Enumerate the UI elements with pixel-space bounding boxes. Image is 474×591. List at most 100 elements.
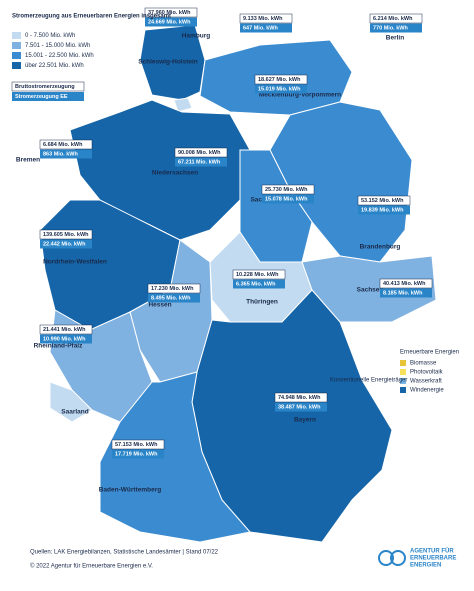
- total-box: [39, 139, 93, 150]
- source-note: Quellen: LAK Energiebilanzen, Statistisc…: [30, 550, 219, 556]
- ee-box: [145, 17, 197, 27]
- total-value: 18.627 Mio. kWh: [258, 77, 301, 83]
- ee-box: [233, 279, 285, 289]
- ee-box: [175, 157, 227, 167]
- legend-title: Stromerzeugung aus Erneuerbaren Energien…: [12, 14, 171, 20]
- total-box: [39, 229, 93, 240]
- logo-text: ERNEUERBARE: [410, 556, 456, 562]
- state-name: Niedersachsen: [152, 170, 198, 177]
- source-label: Biomasse: [410, 361, 437, 367]
- legend-label: 15.001 - 22.500 Mio. kWh: [25, 53, 94, 59]
- state-area: [49, 381, 93, 423]
- total-box: [274, 392, 328, 403]
- ee-value: 22.442 Mio. kWh: [43, 241, 86, 247]
- state-name: Rheinland-Pfalz: [34, 343, 84, 350]
- ee-value: 863 Mio. kWh: [43, 151, 78, 157]
- state-name: Hessen: [148, 302, 171, 309]
- source-swatch: [400, 360, 406, 366]
- state-area: [173, 97, 193, 113]
- state-name: Hamburg: [182, 33, 211, 40]
- ee-box: [370, 23, 422, 33]
- state-name: Saarland: [61, 409, 88, 416]
- ee-box: [40, 334, 92, 344]
- state-name: Thüringen: [246, 299, 278, 306]
- total-box: [144, 7, 198, 18]
- state-name: Schleswig-Holstein: [138, 59, 198, 66]
- state-name: Baden-Württemberg: [99, 487, 162, 494]
- ee-value: 10.990 Mio. kWh: [43, 336, 86, 342]
- total-value: 139.605 Mio. kWh: [43, 232, 89, 238]
- state-name: Brandenburg: [360, 244, 401, 251]
- legend-swatch: [12, 62, 21, 69]
- copyright: © 2022 Agentur für Erneuerbare Energien …: [30, 563, 153, 570]
- legend-swatch: [12, 52, 21, 59]
- total-box: [147, 283, 201, 294]
- total-box: [239, 13, 293, 24]
- source-title: Erneuerbare Energien: [400, 350, 459, 356]
- ee-box: [255, 84, 307, 94]
- ee-value: 17.719 Mio. kWh: [115, 451, 158, 457]
- logo-mark: [390, 550, 406, 566]
- source-label: Windenergie: [410, 388, 444, 394]
- total-box: [39, 324, 93, 335]
- legend-total: Bruttostromerzeugung: [15, 84, 75, 90]
- source-swatch: [400, 378, 406, 384]
- ee-box: [380, 288, 432, 298]
- ee-value: 19.839 Mio. kWh: [361, 207, 404, 213]
- state-name: Bayern: [294, 417, 316, 424]
- total-value: 17.230 Mio. kWh: [151, 286, 194, 292]
- source-swatch: [400, 387, 406, 393]
- total-box: [369, 13, 423, 24]
- total-value: 21.441 Mio. kWh: [43, 327, 86, 333]
- logo-mark: [378, 550, 394, 566]
- ee-value: 8.185 Mio. kWh: [383, 290, 423, 296]
- total-box: [357, 195, 411, 206]
- legend-label: über 22.501 Mio. kWh: [25, 63, 84, 69]
- state-name: Bremen: [16, 157, 40, 164]
- state-area: [99, 371, 251, 543]
- state-name: Berlin: [386, 35, 404, 42]
- logo-text: AGENTUR FÜR: [410, 548, 454, 555]
- legend-classes: 0 - 7.500 Mio. kWh 7.501 - 15.000 Mio. kW…: [12, 32, 94, 69]
- legend-label: 0 - 7.500 Mio. kWh: [25, 33, 75, 39]
- labels: Schleswig-Holstein 37.960 Mio. kWh 24.669 …: [16, 7, 433, 494]
- legend-swatch: [12, 32, 21, 39]
- state-name: Mecklenburg-Vorpommern: [259, 92, 341, 99]
- conventional: Konventionelle Energieträger: [330, 378, 407, 384]
- total-value: 40.413 Mio. kWh: [383, 281, 426, 287]
- total-value: 57.153 Mio. kWh: [115, 442, 158, 448]
- state-name: Sachsen: [357, 287, 384, 294]
- ee-value: 24.669 Mio. kWh: [148, 19, 191, 25]
- source-label: Wasserkraft: [410, 379, 442, 385]
- ee-value: 38.487 Mio. kWh: [278, 404, 321, 410]
- total-box: [111, 439, 165, 450]
- legend-ee: Stromerzeugung EE: [15, 94, 68, 100]
- total-value: 9.133 Mio. kWh: [243, 16, 283, 22]
- ee-value: 15.019 Mio. kWh: [258, 86, 301, 92]
- total-box: [254, 74, 308, 85]
- state-area: [139, 24, 206, 101]
- legend-box-ee: [12, 92, 84, 101]
- total-value: 10.228 Mio. kWh: [236, 272, 279, 278]
- total-value: 6.214 Mio. kWh: [373, 16, 413, 22]
- total-value: 53.152 Mio. kWh: [361, 198, 404, 204]
- legend-label: 7.501 - 15.000 Mio. kWh: [25, 43, 90, 49]
- total-box: [232, 269, 286, 280]
- total-value: 74.948 Mio. kWh: [278, 395, 321, 401]
- source-swatch: [400, 369, 406, 375]
- ee-box: [112, 449, 164, 459]
- source-label: Photovoltaik: [410, 370, 444, 376]
- total-value: 90.008 Mio. kWh: [178, 150, 221, 156]
- total-value: 25.730 Mio. kWh: [265, 187, 308, 193]
- legend-box-total: [11, 81, 85, 92]
- ee-value: 647 Mio. kWh: [243, 25, 278, 31]
- state-name: Nordrhein-Westfalen: [43, 259, 107, 266]
- total-box: [261, 184, 315, 195]
- ee-box: [40, 239, 92, 249]
- ee-value: 6.365 Mio. kWh: [236, 281, 276, 287]
- ee-value: 15.078 Mio. kWh: [265, 196, 308, 202]
- ee-value: 8.495 Mio. kWh: [151, 295, 191, 301]
- logo-text: ENERGIEN: [410, 563, 441, 569]
